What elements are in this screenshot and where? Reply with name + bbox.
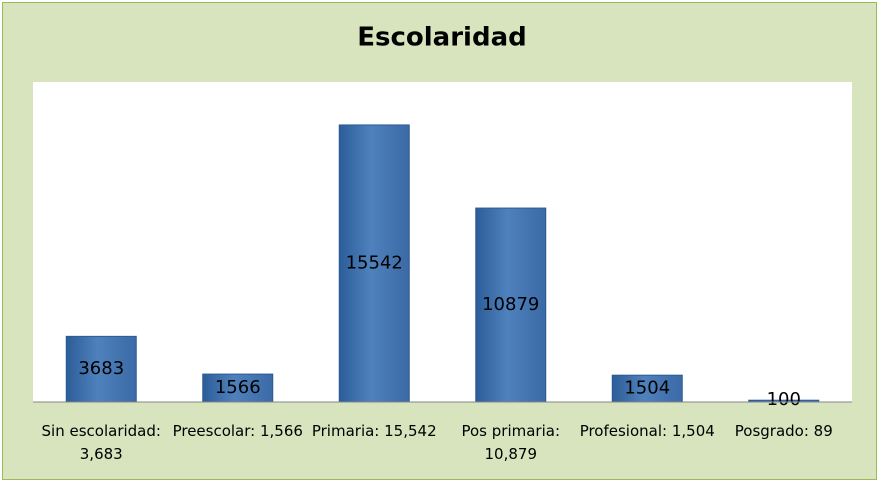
data-label: 15542: [346, 252, 403, 273]
bar: [65, 335, 137, 403]
data-label: 1504: [624, 378, 670, 399]
plot-area: [33, 82, 852, 402]
data-label: 3683: [78, 358, 124, 379]
data-label: 1566: [215, 377, 261, 398]
x-tick-label: Pos primaria: 10,879: [461, 422, 560, 463]
chart-title: Escolaridad: [357, 23, 526, 53]
x-tick-label: Preescolar: 1,566: [172, 422, 303, 440]
bar: [202, 373, 274, 403]
data-label: 10879: [482, 294, 539, 315]
data-label: 100: [767, 389, 801, 410]
bar: [611, 374, 683, 403]
x-tick-label: Primaria: 15,542: [311, 422, 437, 440]
x-tick-label: Profesional: 1,504: [579, 422, 715, 440]
bar: [338, 124, 410, 403]
x-tick-label: Posgrado: 89: [734, 422, 833, 440]
bar: [475, 207, 547, 403]
x-tick-label: Sin escolaridad: 3,683: [41, 422, 161, 463]
